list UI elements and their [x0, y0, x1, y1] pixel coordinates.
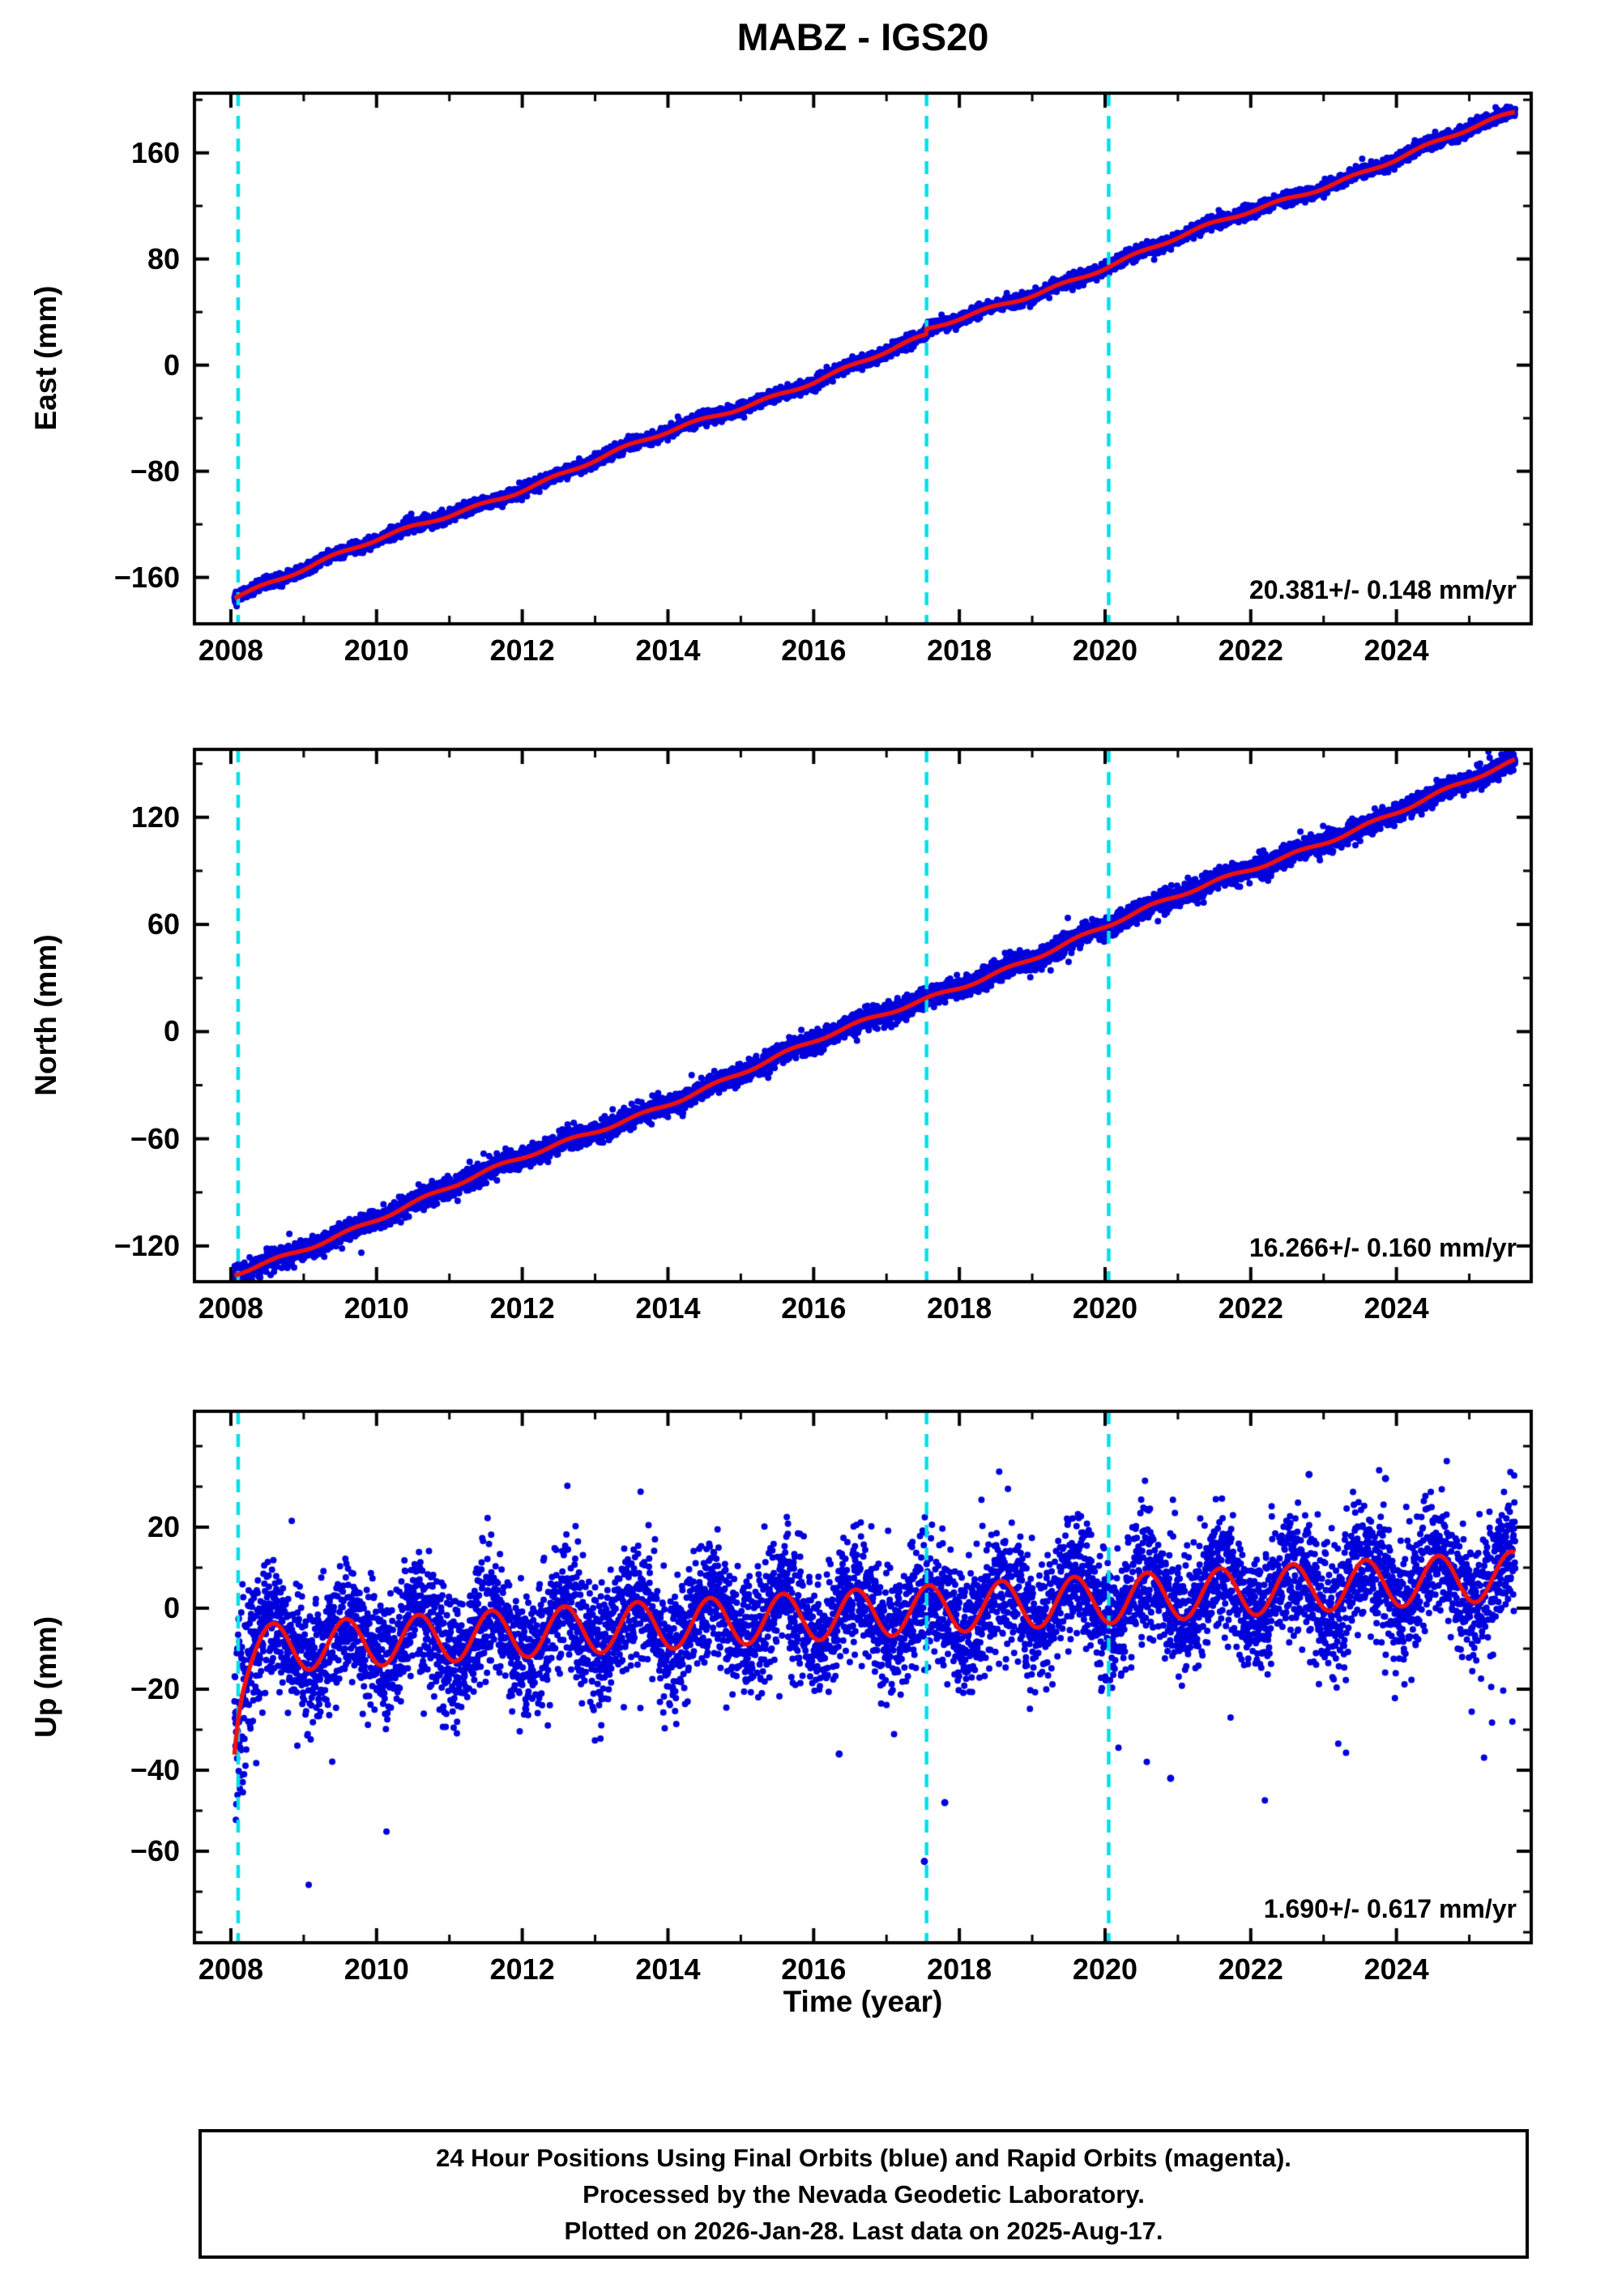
x-tick-label: 2022 [1218, 634, 1283, 667]
y-tick-label: 20 [147, 1510, 180, 1543]
y-tick-label: −60 [130, 1834, 180, 1867]
y-tick-label: 120 [130, 800, 180, 834]
x-axis-label: Time (year) [783, 1985, 943, 2018]
x-tick-label: 2024 [1364, 1291, 1429, 1325]
x-tick-label: 2022 [1218, 1291, 1283, 1325]
x-tick-label: 2008 [198, 1291, 263, 1325]
y-tick-label: 0 [163, 348, 180, 382]
y-tick-label: 0 [163, 1014, 180, 1048]
y-tick-label: 80 [147, 241, 180, 275]
x-tick-label: 2016 [781, 1291, 847, 1325]
x-tick-label: 2020 [1072, 1952, 1138, 1986]
y-tick-label: −120 [113, 1228, 180, 1262]
caption-box: 24 Hour Positions Using Final Orbits (bl… [198, 2129, 1529, 2259]
y-tick-label: 0 [163, 1591, 180, 1624]
east-axis-label: East (mm) [29, 285, 62, 431]
x-tick-label: 2010 [344, 1952, 409, 1986]
caption-line-1: 24 Hour Positions Using Final Orbits (bl… [436, 2143, 1291, 2172]
x-tick-label: 2014 [635, 634, 701, 667]
x-tick-label: 2010 [344, 1291, 409, 1325]
y-tick-label: −80 [130, 454, 180, 488]
x-tick-label: 2010 [344, 634, 409, 667]
y-tick-label: 60 [147, 907, 180, 941]
x-tick-label: 2012 [489, 634, 555, 667]
east-rate-label: 20.381+/- 0.148 mm/yr [1248, 575, 1517, 604]
x-tick-label: 2020 [1072, 1291, 1138, 1325]
x-tick-label: 2022 [1218, 1952, 1283, 1986]
y-tick-label: −60 [130, 1121, 180, 1155]
x-tick-label: 2018 [927, 1952, 992, 1986]
y-tick-label: −40 [130, 1753, 180, 1786]
x-tick-label: 2008 [198, 1952, 263, 1986]
x-tick-label: 2018 [927, 1291, 992, 1325]
chart-title: MABZ - IGS20 [736, 15, 989, 58]
x-tick-label: 2014 [635, 1291, 701, 1325]
x-tick-label: 2012 [489, 1952, 555, 1986]
north-rate-label: 16.266+/- 0.160 mm/yr [1248, 1233, 1517, 1262]
up-axis-label: Up (mm) [29, 1615, 62, 1739]
x-tick-label: 2018 [927, 634, 992, 667]
x-tick-label: 2008 [198, 634, 263, 667]
y-tick-label: −160 [113, 560, 180, 594]
x-tick-label: 2016 [781, 1952, 847, 1986]
caption-line-3: Plotted on 2026-Jan-28. Last data on 202… [564, 2216, 1163, 2245]
x-tick-label: 2024 [1364, 634, 1429, 667]
north-axis-label: North (mm) [29, 934, 62, 1096]
x-tick-label: 2020 [1072, 634, 1138, 667]
x-tick-label: 2014 [635, 1952, 701, 1986]
up-rate-label: 1.690+/- 0.617 mm/yr [1263, 1894, 1517, 1923]
x-tick-label: 2012 [489, 1291, 555, 1325]
x-tick-label: 2024 [1364, 1952, 1429, 1986]
caption-line-2: Processed by the Nevada Geodetic Laborat… [583, 2179, 1145, 2209]
y-tick-label: 160 [130, 135, 180, 169]
y-tick-label: −20 [130, 1672, 180, 1705]
x-tick-label: 2016 [781, 634, 847, 667]
